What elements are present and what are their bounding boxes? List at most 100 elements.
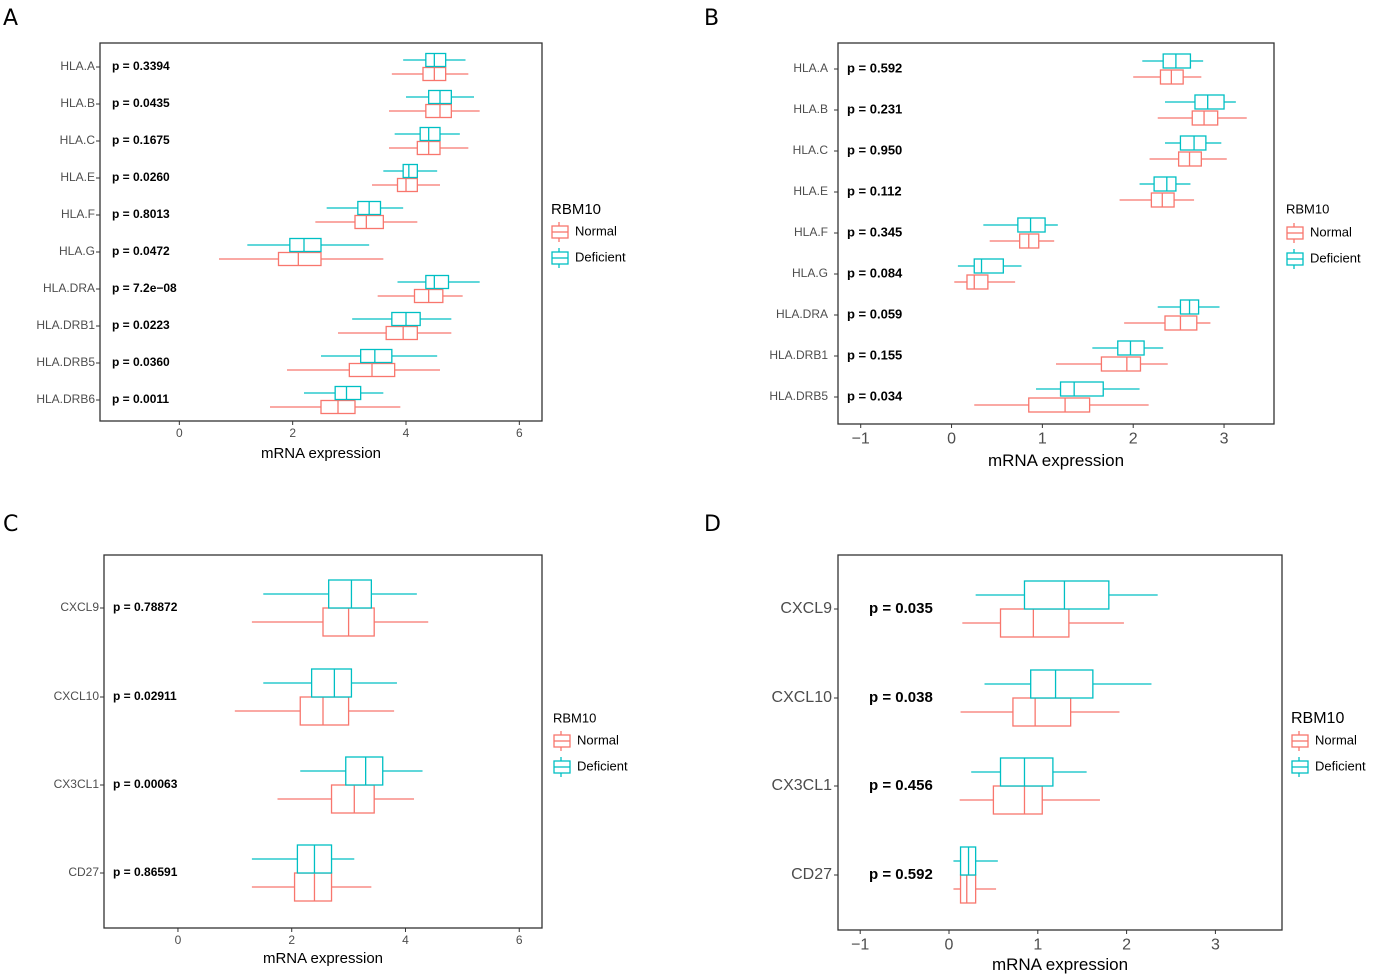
category-label: HLA.F xyxy=(794,225,828,239)
p-value-label: p = 0.0223 xyxy=(112,318,170,332)
p-value-label: p = 0.02911 xyxy=(113,689,177,703)
box-deficient xyxy=(251,844,355,874)
box-deficient xyxy=(263,668,397,698)
box-body xyxy=(959,874,977,904)
box-body xyxy=(999,608,1070,638)
box-deficient xyxy=(326,200,404,216)
p-value-label: p = 0.950 xyxy=(847,142,902,157)
plot-frame xyxy=(99,42,543,422)
box-deficient xyxy=(406,89,474,105)
legend-label: Deficient xyxy=(577,758,628,773)
p-value-label: p = 0.155 xyxy=(847,347,902,362)
box-body xyxy=(360,348,393,364)
box-body xyxy=(425,103,452,119)
box-deficient xyxy=(300,756,423,786)
category-label: HLA.DRB5 xyxy=(769,389,828,403)
box-body xyxy=(992,785,1043,815)
panel-letter: A xyxy=(3,6,18,31)
category-label: HLA.DRA xyxy=(43,281,95,295)
box-normal xyxy=(270,399,401,415)
box-body xyxy=(1162,53,1192,69)
panel-letter: D xyxy=(704,512,721,537)
legend-title: RBM10 xyxy=(1286,201,1329,216)
box-deficient xyxy=(403,52,466,68)
category-label: HLA.A xyxy=(793,61,828,75)
box-deficient xyxy=(1157,299,1220,315)
box-body xyxy=(1023,580,1110,610)
category-label: HLA.B xyxy=(60,96,95,110)
category-label: CXCL9 xyxy=(60,600,99,614)
legend-label: Deficient xyxy=(575,249,626,264)
x-tick-label: 3 xyxy=(1220,431,1229,448)
panel-letter: C xyxy=(3,512,18,537)
plot-frame xyxy=(103,554,543,929)
x-tick-label: 0 xyxy=(947,431,956,448)
box-body xyxy=(1100,356,1142,372)
box-normal xyxy=(954,274,1016,290)
box-body xyxy=(330,784,375,814)
x-tick-label: 4 xyxy=(403,426,410,440)
category-label: HLA.C xyxy=(60,133,96,147)
p-value-label: p = 0.034 xyxy=(847,388,903,403)
legend-label: Normal xyxy=(1310,224,1352,239)
box-normal xyxy=(989,233,1055,249)
x-axis-title: mRNA expression xyxy=(992,955,1128,974)
category-label: HLA.C xyxy=(793,143,829,157)
p-value-label: p = 7.2e−08 xyxy=(112,281,177,295)
box-body xyxy=(345,756,384,786)
box-body xyxy=(1059,381,1104,397)
category-label: HLA.G xyxy=(792,266,828,280)
p-value-label: p = 0.345 xyxy=(847,224,902,239)
box-normal xyxy=(1149,151,1227,167)
box-normal xyxy=(1124,315,1211,331)
box-deficient xyxy=(953,846,998,876)
plot-frame xyxy=(837,554,1283,931)
box-normal xyxy=(1056,356,1168,372)
box-normal xyxy=(372,177,440,193)
p-value-label: p = 0.456 xyxy=(869,777,933,794)
p-value-label: p = 0.592 xyxy=(847,60,902,75)
box-deficient xyxy=(983,217,1058,233)
p-value-label: p = 0.0011 xyxy=(112,392,169,406)
p-value-label: p = 0.0472 xyxy=(112,244,170,258)
category-label: CXCL10 xyxy=(54,689,100,703)
x-tick-label: 0 xyxy=(175,933,182,947)
box-deficient xyxy=(1036,381,1140,397)
x-tick-label: 1 xyxy=(1033,937,1042,954)
box-body xyxy=(293,872,333,902)
legend-label: Normal xyxy=(1315,732,1357,747)
legend: RBM10 Normal Deficient xyxy=(1291,710,1366,777)
box-normal xyxy=(234,696,395,726)
panel-C: C CXCL9 p = 0.78872 CXCL10 p = 0.02911 CX3CL1… xyxy=(3,512,628,967)
box-normal xyxy=(391,66,469,82)
legend-label: Normal xyxy=(575,223,617,238)
box-deficient xyxy=(263,579,417,609)
box-normal xyxy=(959,785,1100,815)
box-deficient xyxy=(397,274,480,290)
x-axis-title: mRNA expression xyxy=(261,445,381,462)
box-normal xyxy=(953,874,997,904)
legend: RBM10 Normal Deficient xyxy=(551,201,626,268)
box-deficient xyxy=(1139,176,1191,192)
box-body xyxy=(334,385,362,401)
legend-label: Deficient xyxy=(1315,758,1366,773)
box-deficient xyxy=(352,311,452,327)
category-label: HLA.DRB5 xyxy=(36,355,95,369)
category-label: HLA.G xyxy=(59,244,95,258)
legend-key-normal xyxy=(553,731,571,751)
legend-label: Deficient xyxy=(1310,250,1361,265)
box-body xyxy=(1191,110,1219,126)
box-body xyxy=(1153,176,1177,192)
category-label: HLA.F xyxy=(61,207,95,221)
box-deficient xyxy=(975,580,1158,610)
box-body xyxy=(299,696,350,726)
x-tick-label: 2 xyxy=(1129,431,1138,448)
box-body xyxy=(289,237,322,253)
x-tick-label: 0 xyxy=(176,426,183,440)
box-body xyxy=(310,668,353,698)
x-tick-label: 6 xyxy=(516,933,523,947)
legend-key-normal xyxy=(1291,731,1309,751)
box-normal xyxy=(315,214,418,230)
category-label: HLA.DRA xyxy=(776,307,828,321)
